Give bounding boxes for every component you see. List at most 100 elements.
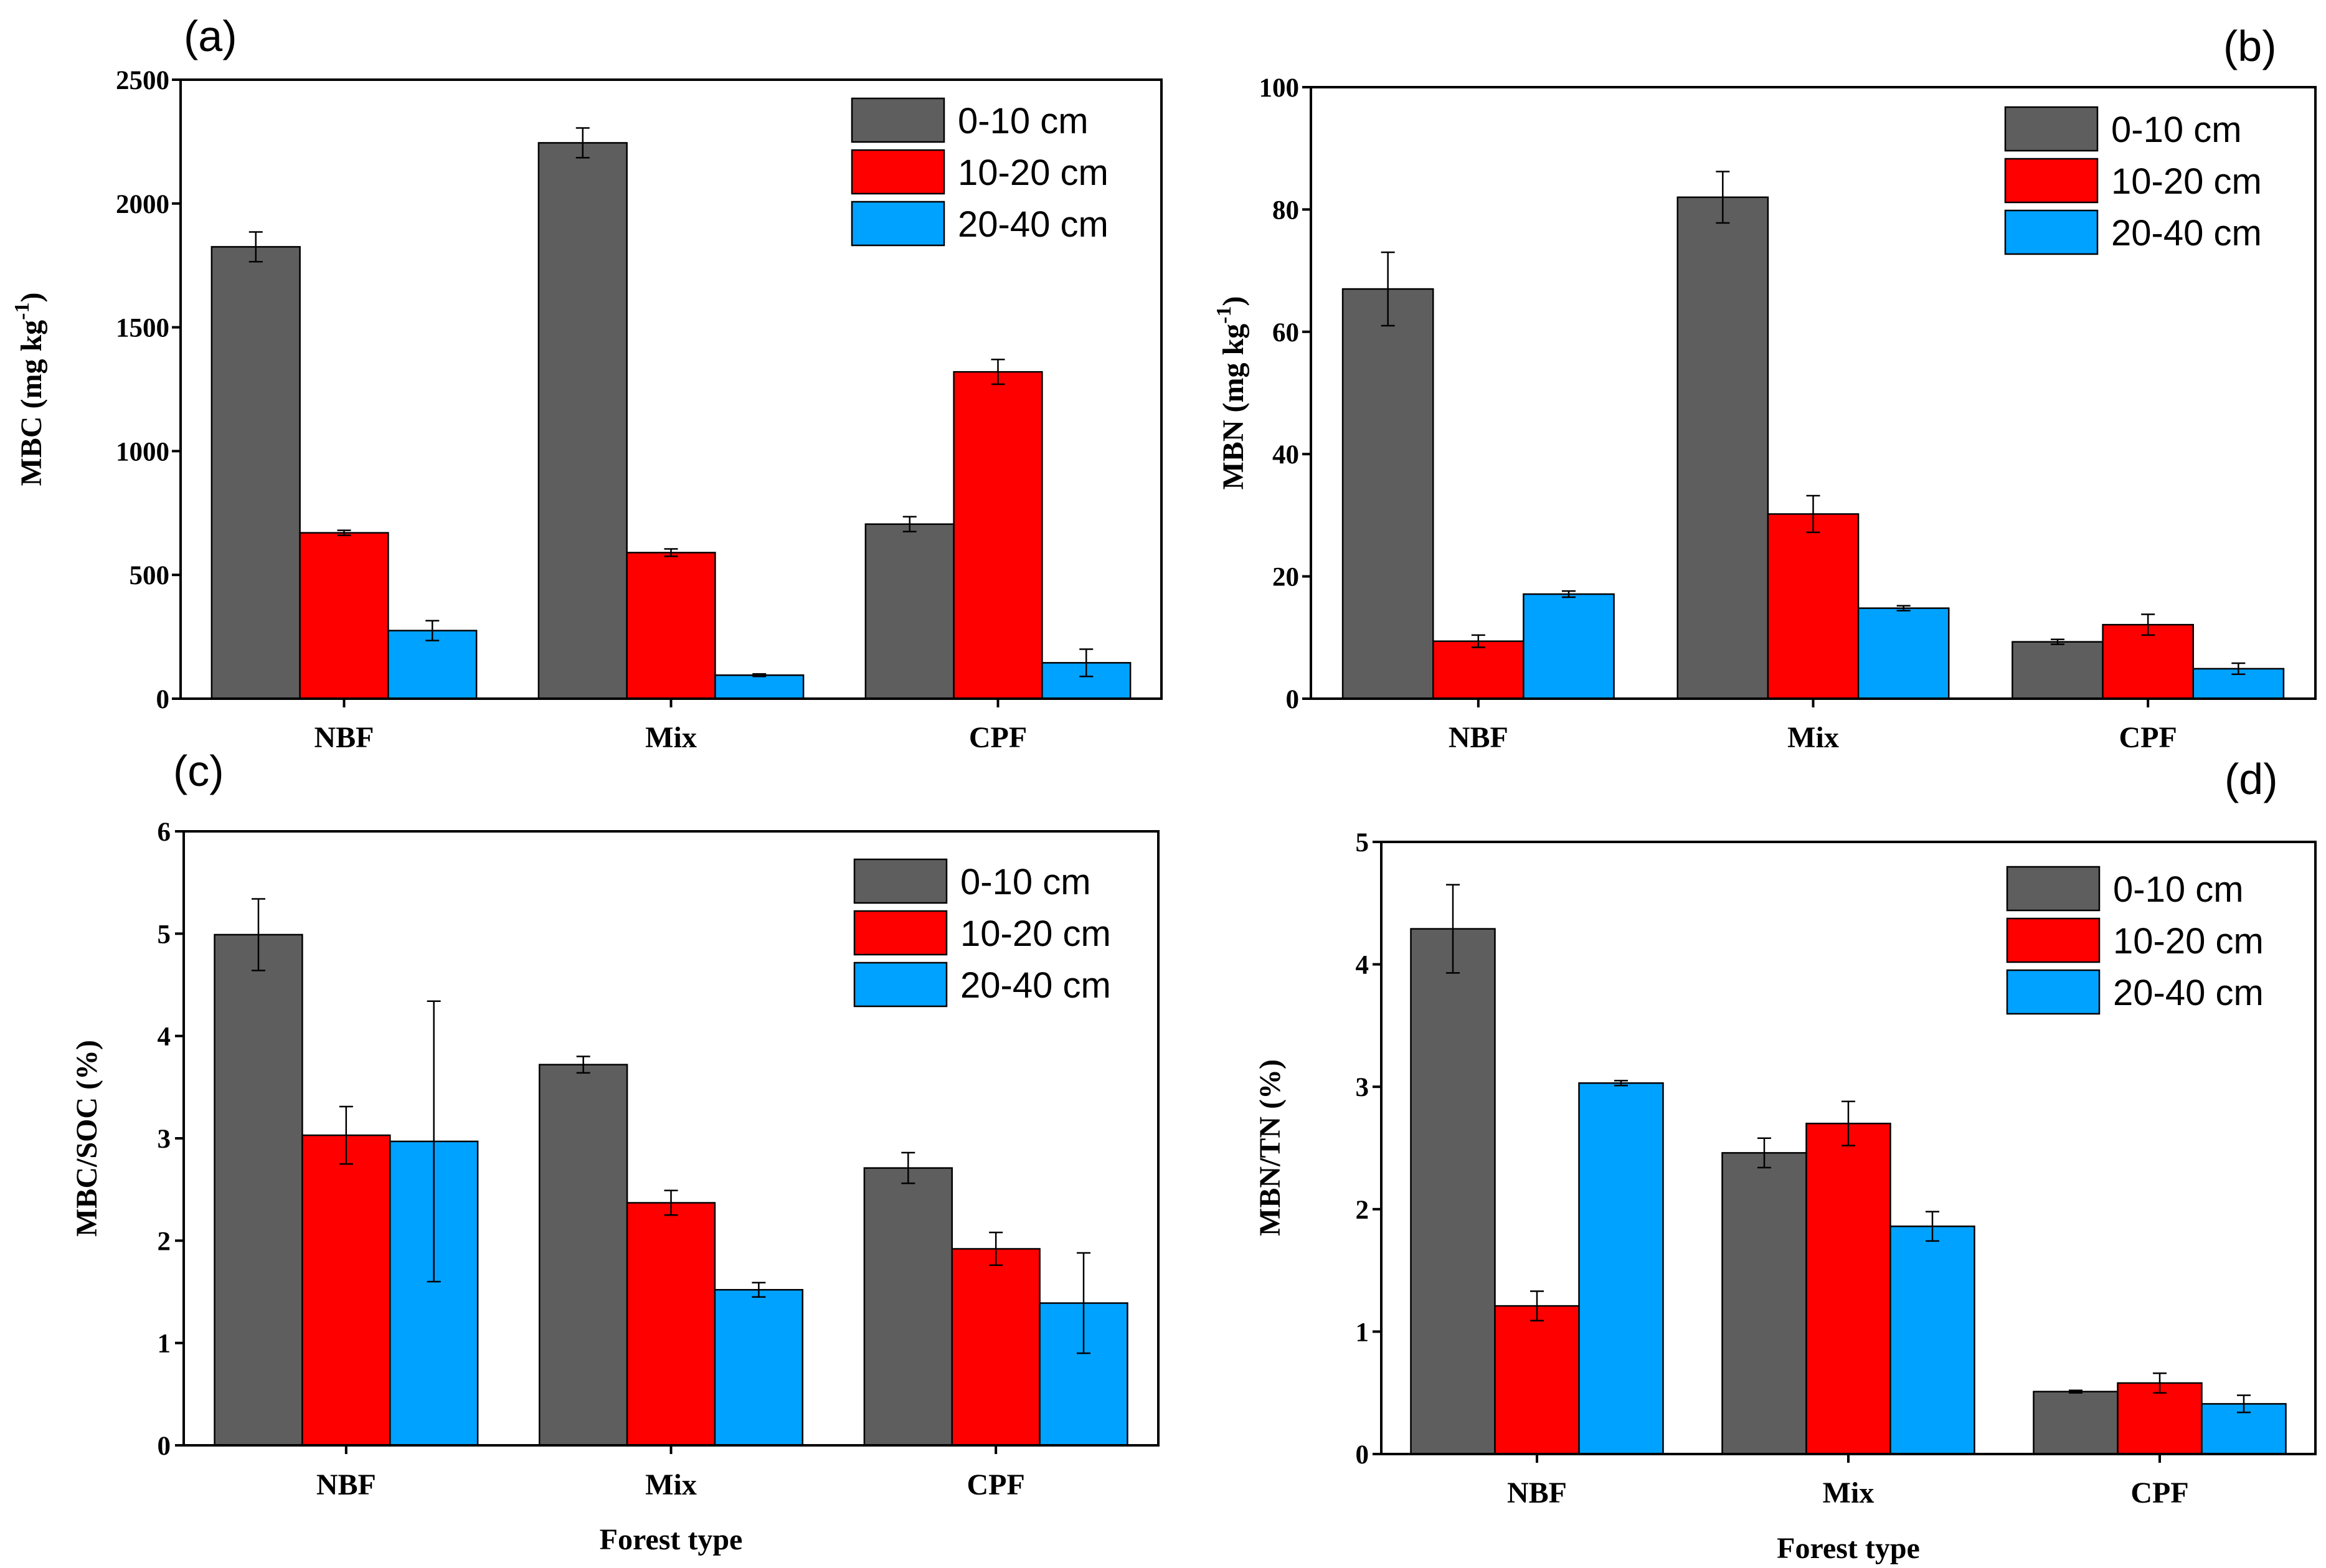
y-tick-label-b: 0 (1286, 685, 1300, 714)
y-tick-label-b: 20 (1272, 563, 1299, 592)
bar-a-nbf-s0 (210, 246, 301, 700)
y-tick-label-a: 0 (156, 685, 170, 714)
bar-a-cpf-s0 (864, 523, 955, 700)
legend-swatch-d-s0 (2006, 866, 2101, 912)
legend-swatch-a-s2 (851, 201, 945, 247)
x-tick-label-d-nbf: NBF (1507, 1476, 1567, 1509)
bar-a-mix-s1 (626, 552, 716, 700)
y-tick-label-d: 3 (1356, 1073, 1369, 1102)
panel-label-d: (d) (2224, 755, 2278, 803)
y-tick-label-d: 4 (1356, 951, 1369, 980)
y-axis-label-text: MBN (mg kg (1217, 324, 1250, 490)
x-tick-label-a-nbf: NBF (314, 721, 374, 754)
bar-b-nbf-s0 (1341, 288, 1434, 700)
y-tick-label-d: 5 (1356, 828, 1369, 857)
bar-b-mix-s2 (1857, 607, 1950, 700)
y-axis-label-c: MBC/SOC (%) (70, 1040, 103, 1237)
bar-d-mix-s1 (1805, 1122, 1891, 1455)
legend-swatch-a-s1 (851, 149, 945, 195)
y-tick-label-a: 1000 (116, 437, 169, 466)
bar-d-cpf-s1 (2117, 1382, 2203, 1455)
y-axis-label-end: ) (1217, 296, 1250, 306)
legend-label-c-s0: 0-10 cm (960, 862, 1091, 902)
bar-c-mix-s1 (626, 1202, 716, 1447)
y-tick-label-b: 80 (1272, 196, 1299, 225)
y-axis-label-b: MBN (mg kg-1) (1213, 296, 1250, 490)
bar-d-nbf-s0 (1410, 928, 1496, 1455)
y-axis-label-a: MBC (mg kg-1) (11, 293, 48, 486)
x-tick-label-a-mix: Mix (645, 721, 697, 754)
y-tick-label-a: 2500 (116, 66, 169, 95)
bar-a-nbf-s1 (299, 532, 389, 700)
bar-d-nbf-s1 (1494, 1305, 1580, 1455)
bar-b-nbf-s2 (1523, 593, 1615, 700)
bar-c-mix-s0 (538, 1064, 628, 1447)
legend-label-c-s1: 10-20 cm (960, 914, 1111, 954)
y-tick-label-a: 2000 (116, 190, 169, 219)
legend-label-b-s2: 20-40 cm (2111, 213, 2262, 253)
y-tick-label-c: 1 (158, 1329, 171, 1359)
x-tick-label-d-mix: Mix (1823, 1476, 1875, 1509)
y-tick-label-b: 40 (1272, 440, 1299, 470)
legend-swatch-b-s1 (2004, 158, 2099, 204)
x-tick-label-c-mix: Mix (645, 1468, 697, 1501)
y-axis-label-end: ) (15, 293, 48, 303)
bar-c-cpf-s0 (863, 1167, 953, 1447)
y-tick-label-d: 2 (1356, 1196, 1369, 1225)
y-axis-label-text: MBC (mg kg (15, 320, 48, 486)
legend-label-a-s2: 20-40 cm (958, 204, 1109, 245)
y-axis-label-text: MBN/TN (%) (1254, 1059, 1287, 1236)
x-tick-label-b-cpf: CPF (2119, 721, 2177, 754)
bar-d-mix-s0 (1721, 1152, 1807, 1455)
bar-a-mix-s2 (714, 674, 805, 700)
y-tick-label-c: 5 (158, 920, 171, 949)
legend-label-d-s2: 20-40 cm (2113, 973, 2264, 1013)
y-tick-label-c: 4 (158, 1023, 171, 1052)
legend-swatch-b-s0 (2004, 106, 2099, 152)
x-tick-label-b-nbf: NBF (1449, 721, 1508, 754)
y-tick-label-c: 6 (158, 818, 171, 847)
legend-swatch-c-s1 (853, 910, 948, 956)
x-tick-label-c-nbf: NBF (316, 1468, 376, 1501)
legend-label-d-s1: 10-20 cm (2113, 921, 2264, 961)
legend-swatch-b-s2 (2004, 209, 2099, 255)
y-tick-label-a: 500 (130, 561, 170, 590)
legend-swatch-c-s0 (853, 858, 948, 904)
y-tick-label-d: 0 (1356, 1440, 1369, 1470)
y-axis-label-superscript: -1 (1213, 306, 1236, 324)
y-tick-label-b: 100 (1259, 73, 1300, 103)
bar-c-mix-s2 (714, 1288, 804, 1447)
x-axis-label-c: Forest type (600, 1523, 743, 1556)
bar-b-mix-s0 (1676, 196, 1769, 700)
legend-label-c-s2: 20-40 cm (960, 965, 1111, 1006)
y-tick-label-c: 0 (158, 1432, 171, 1461)
bar-b-mix-s1 (1767, 513, 1860, 700)
y-axis-label-text: MBC/SOC (%) (70, 1040, 103, 1237)
bar-b-nbf-s1 (1432, 640, 1525, 700)
y-tick-label-c: 2 (158, 1227, 171, 1256)
bar-d-cpf-s0 (2033, 1391, 2119, 1455)
panel-label-b: (b) (2223, 22, 2277, 70)
panel-label-c: (c) (173, 747, 224, 795)
y-tick-label-c: 3 (158, 1125, 171, 1154)
legend-label-d-s0: 0-10 cm (2113, 869, 2244, 910)
y-tick-label-b: 60 (1272, 318, 1299, 347)
legend-label-b-s0: 0-10 cm (2111, 110, 2242, 150)
legend-label-a-s0: 0-10 cm (958, 101, 1089, 141)
bar-d-mix-s2 (1889, 1226, 1975, 1455)
legend-label-a-s1: 10-20 cm (958, 153, 1109, 193)
x-tick-label-b-mix: Mix (1787, 721, 1839, 754)
panel-label-a: (a) (184, 12, 237, 60)
x-tick-label-d-cpf: CPF (2130, 1476, 2188, 1509)
y-axis-label-d: MBN/TN (%) (1254, 1059, 1287, 1236)
y-tick-label-d: 1 (1356, 1318, 1369, 1347)
bar-b-cpf-s0 (2012, 641, 2104, 700)
bar-c-nbf-s0 (214, 933, 303, 1447)
legend-swatch-d-s2 (2006, 969, 2101, 1015)
bar-c-cpf-s1 (951, 1248, 1041, 1447)
bar-c-nbf-s1 (301, 1134, 391, 1447)
x-tick-label-a-cpf: CPF (969, 721, 1027, 754)
y-axis-label-superscript: -1 (11, 303, 34, 320)
legend-swatch-c-s2 (853, 961, 948, 1008)
